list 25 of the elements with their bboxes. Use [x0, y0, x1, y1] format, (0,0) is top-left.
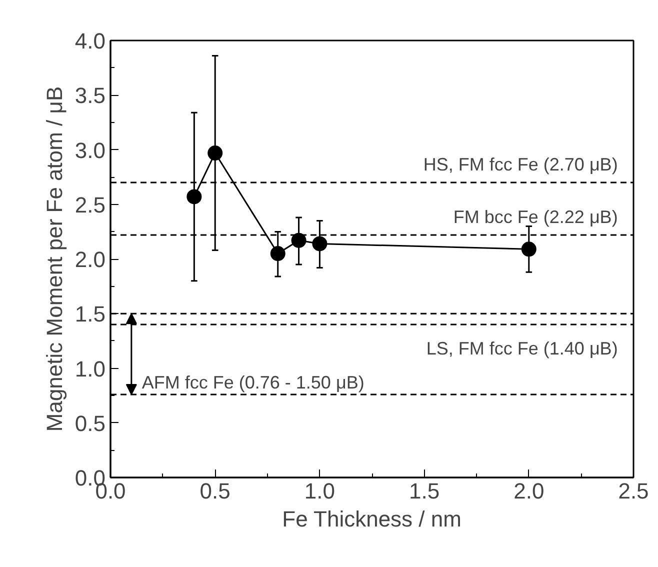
y-tick-label: 0.5 [74, 410, 106, 436]
y-tick-label: 1.0 [74, 356, 106, 382]
ref-line-label: FM bcc Fe (2.22 μB) [453, 206, 618, 227]
y-tick-label: 2.5 [74, 192, 106, 218]
y-axis-title: Magnetic Moment per Fe atom / μB [42, 86, 67, 432]
x-tick-label: 2.5 [618, 478, 649, 504]
x-tick-label: 2.0 [514, 478, 544, 504]
x-axis-title: Fe Thickness / nm [282, 506, 462, 532]
point [270, 246, 286, 262]
y-tick-label: 4.0 [74, 28, 106, 54]
y-tick-label: 2.0 [74, 247, 106, 272]
x-tick-label: 0.5 [200, 478, 230, 504]
point [208, 146, 223, 161]
y-tick-label: 3.5 [74, 83, 106, 108]
ref-line-label: AFM fcc Fe (0.76 - 1.50 μB) [142, 372, 364, 392]
ref-line-label: LS, FM fcc Fe (1.40 μB) [426, 338, 618, 359]
y-tick-label: 1.5 [74, 302, 106, 327]
x-tick-label: 1.0 [304, 478, 335, 504]
point [186, 189, 202, 204]
point [312, 236, 328, 252]
x-tick-label: 1.5 [409, 478, 440, 504]
point [521, 242, 536, 257]
point [291, 232, 306, 248]
y-tick-label: 3.0 [74, 138, 106, 163]
ref-line-label: HS, FM fcc Fe (2.70 μB) [423, 154, 618, 175]
